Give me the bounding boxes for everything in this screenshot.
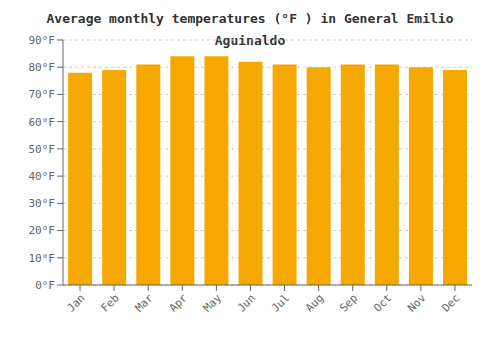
svg-text:20°F: 20°F — [29, 224, 56, 237]
svg-text:10°F: 10°F — [29, 252, 56, 265]
svg-text:Jan: Jan — [64, 291, 87, 314]
svg-text:Mar: Mar — [133, 291, 157, 315]
svg-text:0°F: 0°F — [35, 279, 55, 292]
svg-text:Jul: Jul — [269, 291, 292, 314]
svg-text:80°F: 80°F — [29, 61, 56, 74]
svg-text:40°F: 40°F — [29, 170, 56, 183]
svg-text:Jun: Jun — [235, 291, 258, 314]
svg-text:Oct: Oct — [371, 291, 394, 314]
svg-text:Feb: Feb — [99, 291, 122, 314]
svg-text:May: May — [201, 291, 225, 315]
svg-text:Nov: Nov — [405, 291, 429, 315]
svg-text:Sep: Sep — [337, 291, 360, 314]
svg-text:Apr: Apr — [167, 291, 191, 315]
svg-text:60°F: 60°F — [29, 116, 56, 129]
svg-text:50°F: 50°F — [29, 143, 56, 156]
svg-text:90°F: 90°F — [29, 34, 56, 47]
svg-text:70°F: 70°F — [29, 88, 56, 101]
svg-text:Aug: Aug — [303, 291, 326, 314]
svg-text:30°F: 30°F — [29, 197, 56, 210]
svg-text:Dec: Dec — [439, 291, 462, 314]
